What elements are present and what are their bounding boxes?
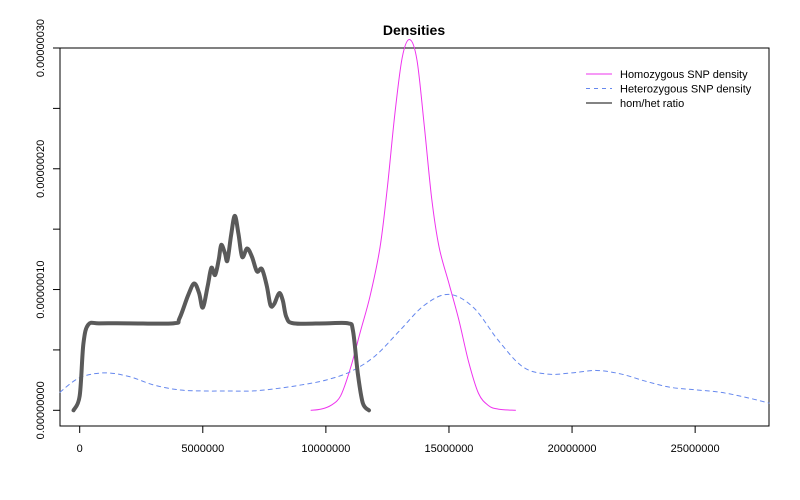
series-line-1 <box>310 39 516 411</box>
x-tick-label: 15000000 <box>424 443 473 455</box>
x-tick-label: 5000000 <box>181 443 224 455</box>
legend-label: Heterozygous SNP density <box>620 84 752 96</box>
x-tick-label: 0 <box>77 443 83 455</box>
x-tick-label: 10000000 <box>301 443 350 455</box>
y-tick-label: 0.00000020 <box>35 140 47 198</box>
y-axis: 0.00000000 0.00000010 0.00000020 0.00000030 <box>35 19 60 439</box>
series-line-2 <box>59 293 770 404</box>
plot-area <box>59 39 770 413</box>
x-axis: 0 5000000 10000000 15000000 20000000 25000000 <box>77 425 720 455</box>
y-tick-label: 0.00000000 <box>35 381 47 439</box>
chart-title: Densities <box>383 22 445 38</box>
legend: Homozygous SNP density Heterozygous SNP d… <box>586 69 752 110</box>
x-tick-label: 25000000 <box>671 443 720 455</box>
x-tick-label: 20000000 <box>548 443 597 455</box>
y-tick-label: 0.00000030 <box>35 19 47 77</box>
legend-label: Homozygous SNP density <box>620 69 748 81</box>
legend-label: hom/het ratio <box>620 98 684 110</box>
series-line-3 <box>71 213 371 413</box>
y-tick-label: 0.00000010 <box>35 260 47 318</box>
